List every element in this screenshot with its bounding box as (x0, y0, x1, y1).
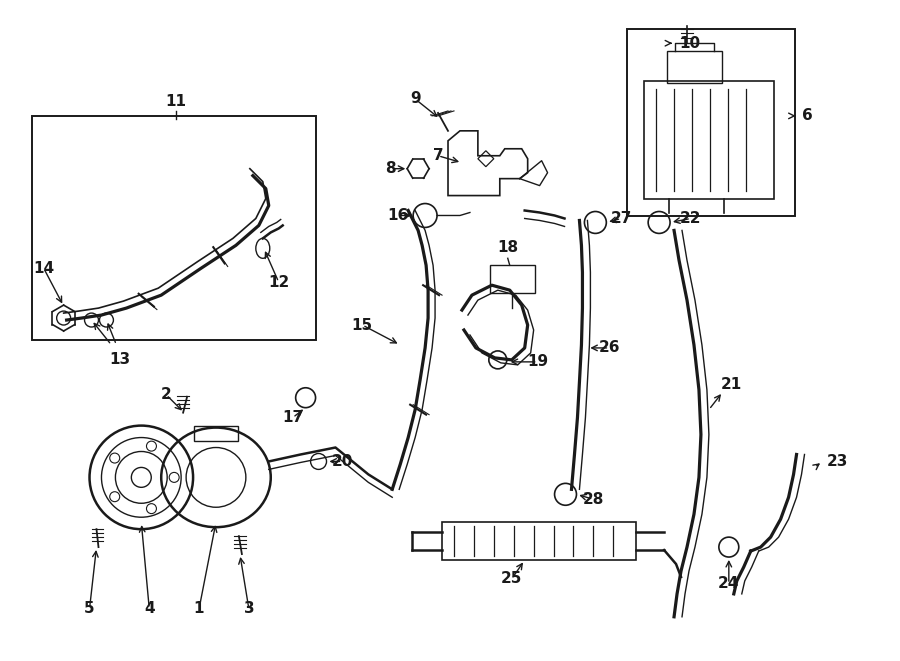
Text: 15: 15 (352, 317, 373, 332)
Text: 16: 16 (388, 208, 409, 223)
Bar (442, 522, 636, 560)
Bar (667, 51, 722, 83)
Bar (32, 116, 316, 340)
Text: 24: 24 (718, 576, 740, 592)
Text: 14: 14 (33, 260, 54, 276)
Text: 17: 17 (282, 410, 303, 425)
Text: 9: 9 (410, 91, 420, 106)
Text: 25: 25 (501, 572, 522, 586)
Text: 18: 18 (497, 241, 518, 255)
Text: 5: 5 (85, 602, 94, 616)
Text: 22: 22 (680, 211, 702, 226)
Text: 20: 20 (332, 454, 353, 469)
Bar (644, 81, 774, 198)
Text: 7: 7 (433, 148, 444, 163)
Text: 6: 6 (802, 108, 813, 124)
Text: 4: 4 (144, 602, 155, 616)
Text: 21: 21 (721, 377, 742, 392)
Text: 19: 19 (527, 354, 548, 369)
Bar (194, 426, 238, 440)
Text: 8: 8 (385, 161, 396, 176)
Text: 27: 27 (610, 211, 632, 226)
Text: 26: 26 (598, 340, 620, 356)
Text: 10: 10 (679, 36, 700, 51)
Text: 3: 3 (244, 602, 254, 616)
Text: 12: 12 (268, 275, 289, 290)
Text: 2: 2 (161, 387, 172, 403)
Bar (490, 265, 535, 293)
Bar (627, 29, 795, 217)
Text: 13: 13 (109, 352, 130, 367)
Text: 28: 28 (582, 492, 604, 507)
Text: 23: 23 (826, 454, 848, 469)
Text: 1: 1 (194, 602, 204, 616)
Text: 11: 11 (166, 94, 186, 109)
